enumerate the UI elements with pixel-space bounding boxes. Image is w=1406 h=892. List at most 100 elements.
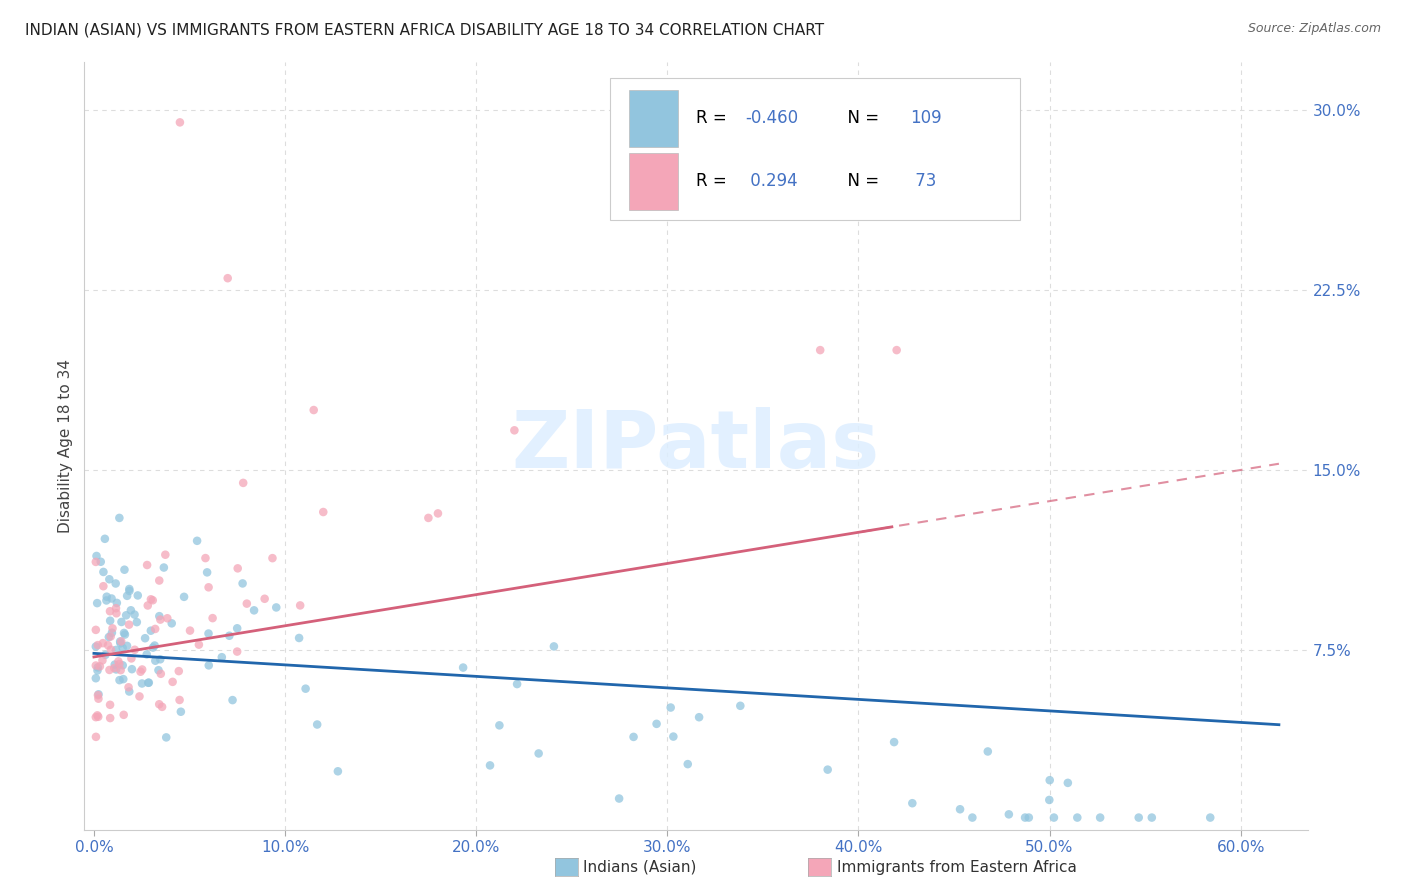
Point (143, 654, 166, 668)
Point (1039, 773, 1062, 788)
Point (883, 735, 905, 749)
Point (418, 511, 440, 525)
Point (112, 672, 135, 686)
Point (688, 710, 710, 724)
Point (98, 604, 121, 618)
Point (218, 629, 240, 643)
Point (998, 807, 1021, 822)
Point (1088, 811, 1111, 825)
Point (148, 663, 170, 677)
Point (86, 664, 108, 678)
Text: Indians (Asian): Indians (Asian) (583, 860, 697, 874)
Point (949, 802, 972, 816)
Point (84, 640, 107, 654)
Point (86, 708, 108, 723)
Point (1018, 811, 1040, 825)
Text: -0.460: -0.460 (745, 110, 799, 128)
Point (294, 681, 316, 696)
Point (87, 688, 110, 702)
Point (253, 591, 276, 606)
Text: ZIPatlas: ZIPatlas (512, 407, 880, 485)
Point (288, 631, 311, 645)
Point (118, 582, 141, 596)
Point (302, 403, 325, 417)
Point (169, 693, 191, 707)
Point (101, 621, 124, 635)
Point (101, 625, 124, 640)
Point (307, 717, 329, 731)
Point (86, 549, 108, 563)
Point (107, 654, 129, 668)
Point (94, 648, 117, 662)
Point (120, 651, 142, 665)
Point (659, 700, 682, 714)
Point (1140, 811, 1163, 825)
FancyBboxPatch shape (610, 78, 1021, 219)
Point (169, 115, 191, 129)
Point (89, 659, 111, 673)
FancyBboxPatch shape (628, 90, 678, 147)
Text: Source: ZipAtlas.com: Source: ZipAtlas.com (1247, 22, 1381, 36)
Point (127, 589, 149, 603)
Point (110, 634, 132, 648)
Point (110, 615, 132, 629)
Point (108, 511, 131, 525)
Point (232, 576, 254, 591)
Point (103, 661, 125, 675)
Point (150, 699, 173, 714)
Point (100, 642, 122, 657)
Point (143, 622, 166, 636)
Point (160, 616, 183, 631)
Text: 0.294: 0.294 (745, 172, 797, 190)
Point (226, 644, 249, 658)
Point (543, 640, 565, 654)
Point (217, 271, 239, 285)
Point (153, 560, 176, 574)
Point (112, 707, 135, 722)
Point (90, 555, 112, 569)
Point (105, 662, 128, 676)
Point (142, 593, 165, 607)
Point (98, 711, 121, 725)
Point (87, 710, 110, 724)
Point (105, 643, 128, 657)
Point (91, 653, 114, 667)
Point (115, 589, 138, 603)
FancyBboxPatch shape (628, 153, 678, 211)
Point (108, 673, 131, 687)
Point (262, 551, 284, 566)
Text: N =: N = (837, 110, 884, 128)
Point (112, 626, 135, 640)
Point (623, 730, 645, 744)
Point (155, 731, 177, 745)
Point (426, 507, 449, 521)
Point (87, 691, 110, 706)
Point (138, 675, 160, 690)
Point (96, 593, 118, 607)
Point (139, 592, 162, 607)
Point (91, 636, 114, 650)
Point (156, 611, 179, 625)
Point (118, 617, 141, 632)
Point (136, 558, 159, 572)
Point (1066, 811, 1088, 825)
Point (148, 698, 170, 712)
Point (104, 576, 127, 591)
Point (111, 658, 134, 673)
Text: R =: R = (696, 110, 733, 128)
Point (93, 565, 115, 579)
Point (226, 561, 249, 575)
Point (87, 638, 110, 652)
Point (221, 693, 243, 707)
Point (162, 674, 184, 689)
Point (114, 563, 136, 577)
Point (143, 639, 166, 653)
Point (1043, 811, 1066, 825)
Point (100, 591, 122, 606)
Point (96, 590, 118, 604)
Point (86, 660, 108, 674)
Point (662, 730, 685, 744)
Point (108, 634, 131, 648)
Point (977, 744, 1000, 758)
Point (118, 583, 141, 598)
